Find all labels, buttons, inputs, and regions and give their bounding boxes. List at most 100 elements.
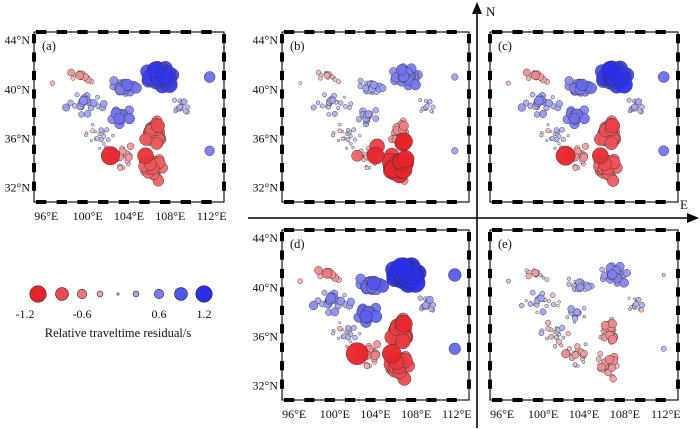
frame-segment bbox=[614, 228, 625, 232]
station-marker bbox=[348, 134, 353, 139]
legend-title: Relative traveltime residual/s bbox=[45, 326, 192, 340]
frame-segment bbox=[280, 163, 284, 173]
frame-segment bbox=[488, 70, 492, 81]
station-marker bbox=[395, 132, 413, 151]
station-marker bbox=[430, 104, 436, 110]
station-marker bbox=[545, 99, 553, 107]
station-marker bbox=[139, 132, 153, 146]
frame-segment bbox=[56, 200, 67, 204]
frame-segment bbox=[56, 30, 67, 34]
station-marker bbox=[564, 76, 574, 86]
station-marker bbox=[337, 128, 342, 133]
frame-segment bbox=[385, 228, 396, 232]
y-tick-label: 44°N bbox=[253, 33, 279, 47]
frame-segment bbox=[32, 181, 36, 191]
frame-segment bbox=[676, 250, 680, 260]
frame-segment bbox=[280, 305, 284, 315]
station-marker bbox=[298, 81, 303, 85]
frame-segment bbox=[365, 228, 376, 232]
station-marker bbox=[451, 73, 459, 81]
station-marker bbox=[338, 321, 342, 325]
frame-segment bbox=[488, 89, 492, 99]
station-marker bbox=[105, 137, 111, 142]
frame-segment bbox=[32, 52, 36, 62]
y-tick-label: 32°N bbox=[253, 181, 279, 195]
station-marker bbox=[560, 137, 566, 143]
station-marker bbox=[576, 78, 589, 91]
frame-segment bbox=[406, 398, 417, 402]
x-tick-label: 108°E bbox=[610, 407, 640, 421]
station-marker bbox=[547, 299, 551, 303]
frame-segment bbox=[512, 228, 523, 232]
frame-segment bbox=[467, 250, 471, 260]
frame-segment bbox=[324, 398, 335, 402]
station-marker bbox=[538, 272, 543, 277]
frame-segment bbox=[512, 30, 523, 34]
frame-segment bbox=[446, 200, 457, 204]
frame-segment bbox=[446, 30, 457, 34]
frame-segment bbox=[655, 200, 666, 204]
y-tick-label: 40°N bbox=[253, 280, 279, 294]
station-marker bbox=[351, 145, 355, 150]
station-marker bbox=[539, 109, 547, 118]
frame-segment bbox=[201, 30, 212, 34]
station-marker bbox=[539, 308, 547, 316]
station-marker bbox=[525, 75, 532, 81]
station-marker bbox=[315, 69, 322, 76]
station-marker bbox=[448, 342, 461, 355]
x-tick-label: 96°E bbox=[490, 407, 514, 421]
frame-segment bbox=[655, 398, 666, 402]
frame-segment bbox=[676, 34, 680, 44]
station-marker bbox=[561, 349, 570, 359]
station-marker bbox=[203, 71, 216, 83]
station-marker bbox=[90, 128, 95, 133]
station-marker bbox=[531, 269, 540, 277]
station-marker bbox=[340, 136, 345, 141]
station-marker bbox=[527, 301, 534, 307]
station-marker bbox=[330, 307, 340, 317]
y-tick-label: 40°N bbox=[5, 82, 31, 96]
station-marker bbox=[337, 326, 343, 332]
station-marker bbox=[657, 71, 670, 83]
frame-segment bbox=[32, 107, 36, 117]
station-marker bbox=[373, 340, 382, 349]
station-marker bbox=[319, 103, 325, 109]
station-marker bbox=[608, 363, 617, 372]
frame-segment bbox=[284, 228, 295, 232]
x-tick-label: 100°E bbox=[73, 209, 103, 223]
frame-segment bbox=[304, 228, 315, 232]
station-marker bbox=[346, 128, 351, 133]
frame-segment bbox=[594, 228, 605, 232]
station-marker bbox=[89, 99, 98, 107]
frame-segment bbox=[676, 268, 680, 279]
station-marker bbox=[326, 112, 331, 117]
station-marker bbox=[525, 273, 532, 280]
station-marker bbox=[571, 351, 580, 359]
station-marker bbox=[113, 113, 125, 125]
frame-segment bbox=[32, 163, 36, 173]
station-marker bbox=[572, 165, 579, 171]
panel-e: (e) 96°E 100°E 104°E 108°E 112°E bbox=[488, 228, 681, 421]
station-marker bbox=[565, 331, 571, 337]
station-marker bbox=[74, 92, 80, 98]
station-marker bbox=[556, 338, 562, 345]
station-marker bbox=[98, 127, 104, 133]
frame-segment bbox=[676, 305, 680, 315]
station-marker bbox=[601, 60, 620, 79]
frame-segment bbox=[284, 398, 295, 402]
station-marker bbox=[382, 343, 402, 364]
station-marker bbox=[607, 269, 618, 280]
station-marker bbox=[95, 94, 100, 100]
frame-segment bbox=[492, 398, 503, 402]
station-markers bbox=[298, 63, 459, 185]
station-marker bbox=[309, 300, 319, 311]
frame-segment bbox=[532, 30, 544, 34]
station-marker bbox=[534, 95, 544, 106]
frame-segment bbox=[655, 30, 666, 34]
frame-segment bbox=[488, 34, 492, 44]
station-marker bbox=[98, 146, 102, 150]
station-marker bbox=[609, 375, 617, 383]
frame-segment bbox=[222, 52, 226, 62]
station-marker bbox=[550, 301, 557, 308]
station-marker bbox=[78, 96, 88, 106]
